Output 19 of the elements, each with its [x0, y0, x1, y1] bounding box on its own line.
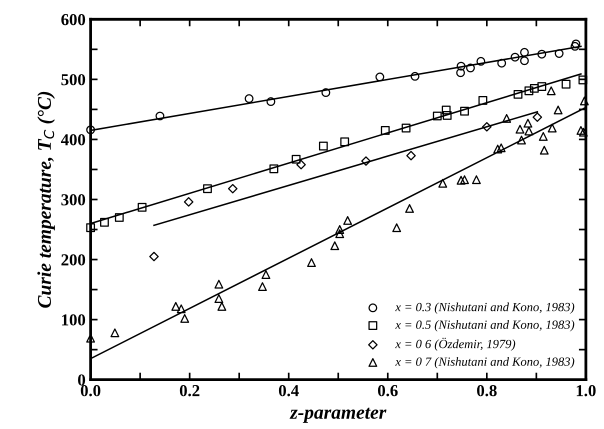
x-tick-label: 0.4	[278, 385, 299, 396]
y-tick-label: 500	[61, 74, 86, 86]
y-tick-label: 200	[61, 254, 86, 266]
y-tick-label: 400	[60, 134, 86, 146]
legend-label: x = 0.3 (Nishutani and Kono, 1983)	[395, 302, 574, 314]
x-tick-label: 0.0	[80, 385, 100, 396]
legend-label: x = 0.5 (Nishutani and Kono, 1983)	[395, 320, 574, 332]
x-tick-label: 0.6	[378, 385, 398, 396]
legend-label: x = 0 6 (Özdemir, 1979)	[395, 338, 516, 351]
x-axis-title: z-parameter	[290, 408, 386, 423]
x-tick-label: 1.0	[576, 385, 596, 396]
y-tick-label: 600	[61, 14, 86, 26]
x-tick-label: 0.8	[477, 385, 497, 396]
y-tick-label: 0	[78, 374, 86, 386]
y-axis-title: Curie temperature, T$_{C}$ (°C)	[37, 92, 55, 308]
legend-label: x = 0 7 (Nishutani and Kono, 1983)	[395, 357, 574, 368]
x-tick-label: 0.2	[180, 385, 200, 396]
y-tick-label: 300	[61, 194, 86, 206]
y-tick-label: 100	[62, 314, 86, 326]
